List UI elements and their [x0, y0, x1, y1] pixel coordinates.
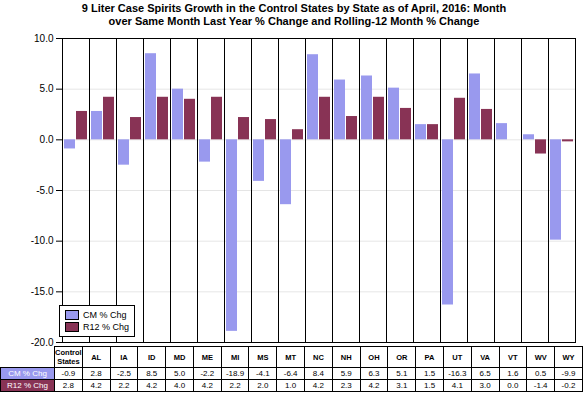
- html-text:NH: NH: [340, 352, 352, 362]
- html-text:IA: IA: [120, 352, 128, 362]
- html-text:-18.9: -18.9: [226, 369, 245, 378]
- html-text:2.2: 2.2: [118, 381, 130, 390]
- html-text:6.5: 6.5: [479, 369, 491, 378]
- html-text:2.2: 2.2: [229, 381, 241, 390]
- svg-text:-5.0: -5.0: [36, 185, 54, 196]
- html-text:5.0: 5.0: [174, 369, 186, 378]
- html-text:5.1: 5.1: [396, 369, 408, 378]
- html-text:NC: NC: [313, 352, 324, 362]
- html-text:WV: WV: [534, 352, 547, 362]
- html-text:CM % Chg: CM % Chg: [83, 310, 127, 320]
- html-text:4.2: 4.2: [146, 381, 158, 390]
- html-text:-6.4: -6.4: [283, 369, 298, 378]
- html-text:0.5: 0.5: [535, 369, 547, 378]
- html-text:2.8: 2.8: [90, 369, 102, 378]
- html-text:2.0: 2.0: [257, 381, 269, 390]
- html-text:-1.4: -1.4: [533, 381, 548, 390]
- html-text:3.0: 3.0: [479, 381, 491, 390]
- html-text:ID: ID: [148, 352, 156, 362]
- html-text:4.1: 4.1: [451, 381, 463, 390]
- html-text:-4.1: -4.1: [256, 369, 270, 378]
- html-text:4.2: 4.2: [312, 381, 324, 390]
- html-text:-9.9: -9.9: [561, 369, 576, 378]
- html-text:2.8: 2.8: [62, 381, 74, 390]
- html-text:VA: VA: [480, 352, 490, 362]
- html-text:MT: MT: [285, 352, 297, 362]
- html-text:1.6: 1.6: [507, 369, 519, 378]
- html-text:8.4: 8.4: [312, 369, 324, 378]
- html-text:-2.2: -2.2: [200, 369, 215, 378]
- svg-text:-15.0: -15.0: [31, 286, 54, 297]
- html-text:4.2: 4.2: [90, 381, 102, 390]
- svg-text:-10.0: -10.0: [31, 235, 54, 246]
- html-text:MI: MI: [230, 352, 240, 362]
- html-text:-16.3: -16.3: [448, 369, 467, 378]
- html-text:VT: VT: [508, 352, 518, 362]
- html-text:WY: WY: [562, 352, 575, 362]
- html-text:8.5: 8.5: [146, 369, 158, 378]
- html-text:5.9: 5.9: [340, 369, 352, 378]
- html-text:CM % Chg: CM % Chg: [8, 369, 47, 378]
- html-text:6.3: 6.3: [368, 369, 380, 378]
- html-text:1.5: 1.5: [424, 369, 436, 378]
- html-text:-2.5: -2.5: [117, 369, 131, 378]
- html-text:MS: MS: [257, 352, 269, 362]
- html-text:OR: OR: [396, 352, 408, 362]
- html-text:PA: PA: [424, 352, 435, 362]
- svg-text:10.0: 10.0: [34, 33, 54, 44]
- html-text:Control States: Control States: [55, 348, 82, 366]
- html-text:-0.2: -0.2: [561, 381, 576, 390]
- html-text:MD: MD: [173, 352, 186, 362]
- html-text:-0.9: -0.9: [61, 369, 76, 378]
- html-text:ME: ME: [201, 352, 213, 362]
- svg-text:0.0: 0.0: [40, 134, 54, 145]
- svg-text:-20.0: -20.0: [31, 337, 54, 346]
- html-text:1.5: 1.5: [424, 381, 436, 390]
- html-text:4.2: 4.2: [368, 381, 380, 390]
- html-text:9 Liter Case Spirits Growth in: 9 Liter Case Spirits Growth in the Contr…: [81, 2, 507, 27]
- html-text:0.0: 0.0: [507, 381, 519, 390]
- html-text:2.3: 2.3: [340, 381, 352, 390]
- html-text:1.0: 1.0: [285, 381, 297, 390]
- svg-text:5.0: 5.0: [40, 83, 54, 94]
- html-text:3.1: 3.1: [396, 381, 408, 390]
- html-text:OH: OH: [368, 352, 380, 362]
- html-text:UT: UT: [452, 352, 463, 362]
- html-text:AL: AL: [91, 352, 102, 362]
- html-text:4.0: 4.0: [174, 381, 186, 390]
- html-text:4.2: 4.2: [201, 381, 213, 390]
- html-text:R12 % Chg: R12 % Chg: [83, 322, 129, 332]
- html-text:R12 % Chg: R12 % Chg: [7, 381, 48, 390]
